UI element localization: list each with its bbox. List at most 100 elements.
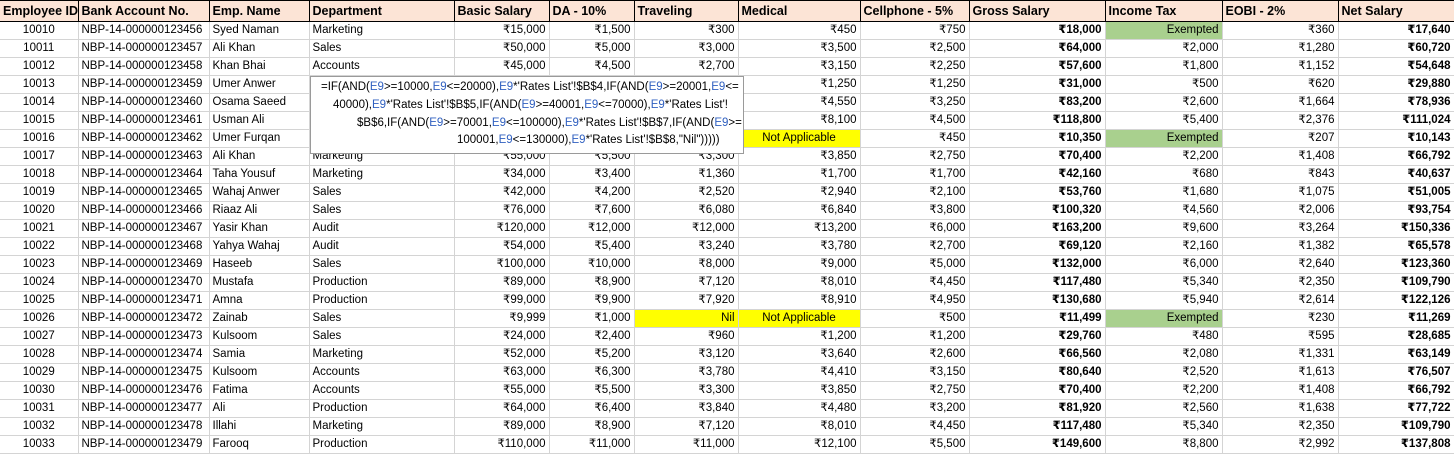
- table-cell[interactable]: ₹80,640: [968, 363, 1106, 382]
- table-cell[interactable]: ₹65,578: [1337, 237, 1454, 256]
- table-cell[interactable]: ₹9,999: [453, 309, 550, 328]
- column-header[interactable]: Income Tax: [1105, 0, 1223, 22]
- table-cell[interactable]: ₹2,080: [1104, 345, 1223, 364]
- table-cell[interactable]: ₹1,360: [634, 165, 739, 184]
- table-cell[interactable]: ₹77,722: [1337, 399, 1454, 418]
- table-cell[interactable]: Fatima: [209, 381, 310, 400]
- table-cell[interactable]: NBP-14-000000123477: [78, 399, 210, 418]
- table-cell[interactable]: ₹66,560: [968, 345, 1106, 364]
- table-cell[interactable]: ₹2,940: [738, 183, 861, 202]
- table-cell[interactable]: 10026: [0, 309, 79, 328]
- table-cell[interactable]: ₹111,024: [1337, 111, 1454, 130]
- table-cell[interactable]: 10032: [0, 417, 79, 436]
- table-cell[interactable]: ₹2,200: [1104, 381, 1223, 400]
- table-cell[interactable]: NBP-14-000000123469: [78, 255, 210, 274]
- table-cell[interactable]: ₹137,808: [1337, 435, 1454, 454]
- table-cell[interactable]: Not Applicable: [738, 309, 861, 328]
- table-cell[interactable]: NBP-14-000000123466: [78, 201, 210, 220]
- table-cell[interactable]: ₹117,480: [968, 417, 1106, 436]
- table-cell[interactable]: Marketing: [309, 345, 455, 364]
- table-cell[interactable]: ₹120,000: [453, 219, 550, 238]
- table-cell[interactable]: NBP-14-000000123468: [78, 237, 210, 256]
- table-cell[interactable]: NBP-14-000000123475: [78, 363, 210, 382]
- table-cell[interactable]: ₹6,080: [634, 201, 739, 220]
- table-cell[interactable]: ₹595: [1221, 327, 1339, 346]
- table-cell[interactable]: ₹10,350: [968, 129, 1106, 148]
- table-cell[interactable]: NBP-14-000000123464: [78, 165, 210, 184]
- table-cell[interactable]: ₹45,000: [453, 57, 550, 76]
- table-cell[interactable]: ₹3,264: [1221, 219, 1339, 238]
- table-cell[interactable]: 10029: [0, 363, 79, 382]
- table-cell[interactable]: ₹6,400: [549, 399, 635, 418]
- table-cell[interactable]: Umer Anwer: [209, 75, 310, 94]
- table-cell[interactable]: ₹6,000: [860, 219, 970, 238]
- table-cell[interactable]: ₹4,200: [549, 183, 635, 202]
- table-cell[interactable]: Accounts: [309, 381, 455, 400]
- table-cell[interactable]: NBP-14-000000123470: [78, 273, 210, 292]
- table-cell[interactable]: ₹34,000: [453, 165, 550, 184]
- table-cell[interactable]: ₹230: [1221, 309, 1339, 328]
- table-cell[interactable]: ₹99,000: [453, 291, 550, 310]
- table-cell[interactable]: ₹5,340: [1104, 417, 1223, 436]
- table-cell[interactable]: ₹1,408: [1221, 381, 1339, 400]
- table-cell[interactable]: ₹8,100: [738, 111, 861, 130]
- table-cell[interactable]: ₹17,640: [1337, 21, 1454, 40]
- table-cell[interactable]: 10025: [0, 291, 79, 310]
- table-cell[interactable]: Accounts: [309, 363, 455, 382]
- table-cell[interactable]: ₹52,000: [453, 345, 550, 364]
- table-cell[interactable]: 10022: [0, 237, 79, 256]
- table-cell[interactable]: Ali Khan: [209, 39, 310, 58]
- table-cell[interactable]: ₹4,480: [738, 399, 861, 418]
- table-cell[interactable]: ₹70,400: [968, 381, 1106, 400]
- table-cell[interactable]: Production: [309, 291, 455, 310]
- table-cell[interactable]: 10019: [0, 183, 79, 202]
- table-cell[interactable]: ₹960: [634, 327, 739, 346]
- table-cell[interactable]: 10017: [0, 147, 79, 166]
- table-cell[interactable]: ₹4,450: [860, 273, 970, 292]
- table-cell[interactable]: 10021: [0, 219, 79, 238]
- table-cell[interactable]: ₹93,754: [1337, 201, 1454, 220]
- table-cell[interactable]: ₹2,350: [1221, 273, 1339, 292]
- table-cell[interactable]: ₹5,500: [549, 381, 635, 400]
- table-cell[interactable]: ₹57,600: [968, 57, 1106, 76]
- table-cell[interactable]: 10020: [0, 201, 79, 220]
- table-cell[interactable]: NBP-14-000000123473: [78, 327, 210, 346]
- table-cell[interactable]: ₹42,000: [453, 183, 550, 202]
- table-cell[interactable]: Accounts: [309, 57, 455, 76]
- table-cell[interactable]: ₹843: [1221, 165, 1339, 184]
- table-cell[interactable]: ₹40,637: [1337, 165, 1454, 184]
- table-cell[interactable]: Umer Furqan: [209, 129, 310, 148]
- table-cell[interactable]: ₹8,010: [738, 273, 861, 292]
- table-cell[interactable]: ₹3,800: [860, 201, 970, 220]
- table-cell[interactable]: ₹1,800: [1104, 57, 1223, 76]
- table-cell[interactable]: Audit: [309, 237, 455, 256]
- table-cell[interactable]: 10030: [0, 381, 79, 400]
- table-cell[interactable]: NBP-14-000000123467: [78, 219, 210, 238]
- table-cell[interactable]: ₹450: [860, 129, 970, 148]
- table-cell[interactable]: ₹10,143: [1337, 129, 1454, 148]
- table-cell[interactable]: ₹207: [1221, 129, 1339, 148]
- table-cell[interactable]: ₹6,000: [1104, 255, 1223, 274]
- table-cell[interactable]: ₹750: [860, 21, 970, 40]
- table-cell[interactable]: ₹7,120: [634, 417, 739, 436]
- table-cell[interactable]: ₹70,400: [968, 147, 1106, 166]
- table-cell[interactable]: ₹3,500: [738, 39, 861, 58]
- table-cell[interactable]: ₹42,160: [968, 165, 1106, 184]
- table-cell[interactable]: ₹110,000: [453, 435, 550, 454]
- table-cell[interactable]: ₹3,850: [738, 147, 861, 166]
- table-cell[interactable]: ₹123,360: [1337, 255, 1454, 274]
- table-cell[interactable]: ₹8,900: [549, 273, 635, 292]
- table-cell[interactable]: ₹1,331: [1221, 345, 1339, 364]
- table-cell[interactable]: ₹1,382: [1221, 237, 1339, 256]
- table-cell[interactable]: NBP-14-000000123457: [78, 39, 210, 58]
- table-cell[interactable]: ₹2,600: [1104, 93, 1223, 112]
- table-cell[interactable]: ₹4,950: [860, 291, 970, 310]
- column-header[interactable]: EOBI - 2%: [1222, 0, 1339, 22]
- table-cell[interactable]: ₹18,000: [968, 21, 1106, 40]
- table-cell[interactable]: ₹63,000: [453, 363, 550, 382]
- table-cell[interactable]: ₹2,700: [860, 237, 970, 256]
- table-cell[interactable]: ₹450: [738, 21, 861, 40]
- table-cell[interactable]: ₹4,550: [738, 93, 861, 112]
- table-cell[interactable]: ₹1,075: [1221, 183, 1339, 202]
- table-cell[interactable]: ₹11,000: [634, 435, 739, 454]
